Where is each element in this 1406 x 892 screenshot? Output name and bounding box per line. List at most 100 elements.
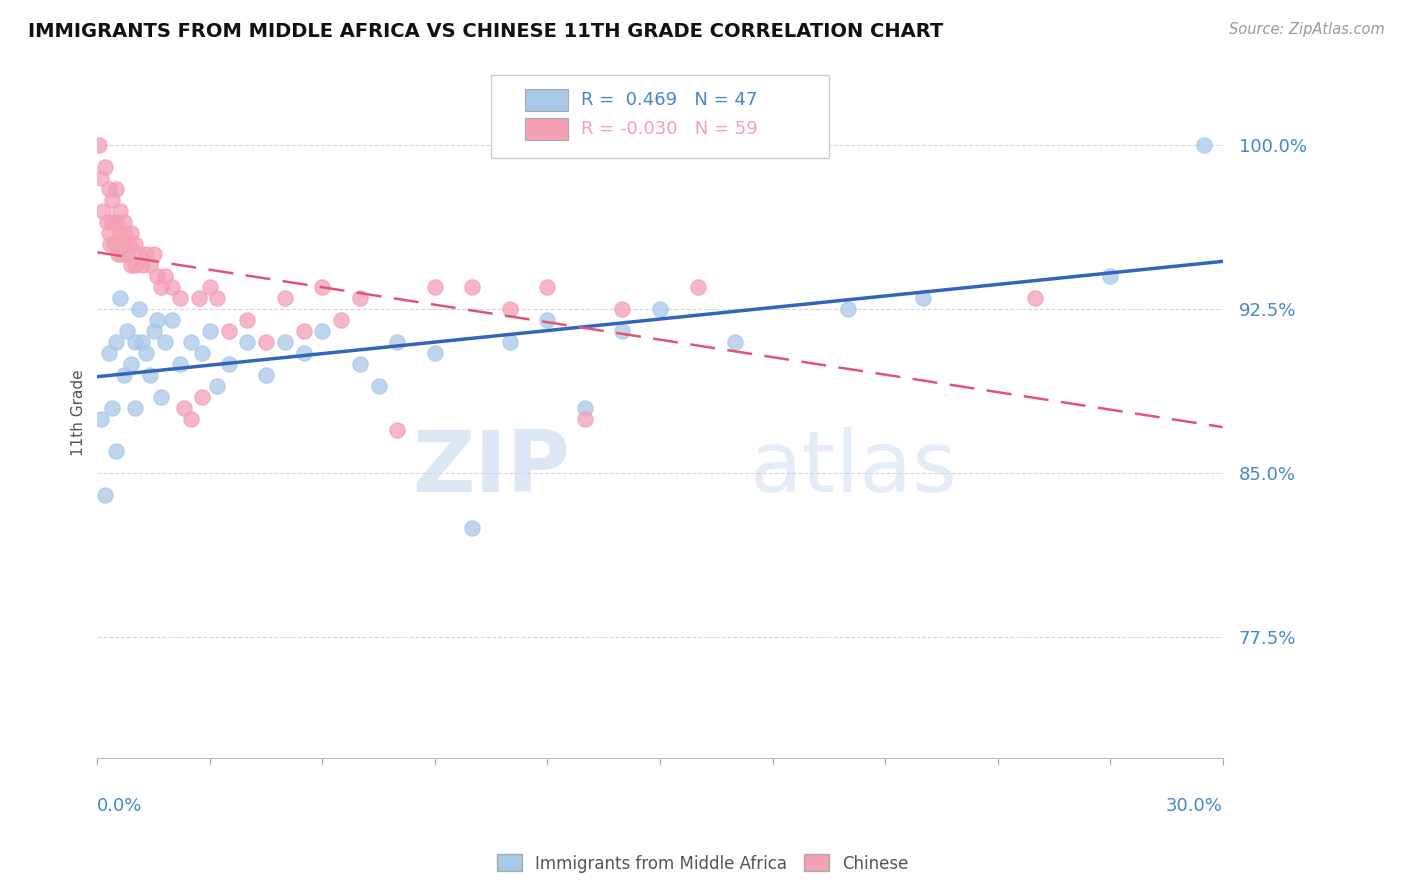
- Point: [118, 236, 141, 251]
- Point: [153, 334, 176, 349]
- Point: [105, 215, 128, 229]
- Point: [103, 236, 125, 251]
- Point: [124, 401, 146, 415]
- Point: [387, 423, 409, 437]
- Point: [162, 280, 184, 294]
- Point: [180, 411, 202, 425]
- Point: [114, 226, 136, 240]
- Point: [173, 401, 195, 415]
- Text: ZIP: ZIP: [412, 426, 569, 509]
- FancyBboxPatch shape: [524, 118, 568, 140]
- Point: [89, 138, 111, 153]
- Point: [499, 334, 522, 349]
- Point: [101, 401, 124, 415]
- Point: [135, 247, 157, 261]
- Point: [274, 334, 297, 349]
- Point: [96, 215, 118, 229]
- Point: [153, 269, 176, 284]
- Text: R = -0.030   N = 59: R = -0.030 N = 59: [581, 120, 758, 138]
- Point: [911, 291, 934, 305]
- FancyBboxPatch shape: [524, 89, 568, 112]
- Point: [236, 313, 259, 327]
- Point: [101, 193, 124, 207]
- Point: [1192, 138, 1215, 153]
- Point: [198, 324, 221, 338]
- Point: [142, 324, 165, 338]
- Point: [423, 346, 446, 360]
- Point: [686, 280, 709, 294]
- Point: [387, 334, 409, 349]
- Point: [131, 334, 153, 349]
- Text: R =  0.469   N = 47: R = 0.469 N = 47: [581, 91, 758, 109]
- Point: [499, 302, 522, 317]
- Point: [117, 247, 139, 261]
- Point: [169, 357, 191, 371]
- Point: [124, 236, 146, 251]
- Y-axis label: 11th Grade: 11th Grade: [72, 370, 86, 457]
- Point: [648, 302, 671, 317]
- Point: [90, 170, 112, 185]
- Point: [91, 203, 114, 218]
- Point: [108, 291, 131, 305]
- Point: [207, 378, 229, 392]
- Point: [162, 313, 184, 327]
- Point: [191, 346, 214, 360]
- Point: [574, 401, 596, 415]
- Point: [97, 226, 120, 240]
- Point: [187, 291, 209, 305]
- Point: [191, 390, 214, 404]
- Text: Source: ZipAtlas.com: Source: ZipAtlas.com: [1229, 22, 1385, 37]
- Point: [311, 280, 333, 294]
- Point: [94, 488, 117, 502]
- Point: [117, 324, 139, 338]
- Point: [139, 368, 162, 382]
- Point: [128, 247, 150, 261]
- Legend: Immigrants from Middle Africa, Chinese: Immigrants from Middle Africa, Chinese: [491, 847, 915, 880]
- Point: [218, 324, 240, 338]
- Point: [311, 324, 333, 338]
- Point: [105, 334, 128, 349]
- Point: [169, 291, 191, 305]
- Text: 30.0%: 30.0%: [1166, 797, 1223, 814]
- Point: [198, 280, 221, 294]
- Point: [107, 247, 129, 261]
- Point: [612, 324, 634, 338]
- Point: [128, 302, 150, 317]
- Point: [120, 226, 142, 240]
- Point: [120, 259, 142, 273]
- Point: [612, 302, 634, 317]
- Point: [105, 182, 128, 196]
- Point: [124, 334, 146, 349]
- Point: [101, 215, 124, 229]
- Point: [90, 411, 112, 425]
- Text: atlas: atlas: [749, 426, 957, 509]
- Point: [150, 390, 173, 404]
- Point: [131, 259, 153, 273]
- Point: [146, 313, 169, 327]
- Point: [94, 160, 117, 174]
- Point: [146, 269, 169, 284]
- Point: [837, 302, 859, 317]
- Point: [124, 259, 146, 273]
- Point: [254, 334, 277, 349]
- Point: [180, 334, 202, 349]
- Point: [1024, 291, 1046, 305]
- Point: [108, 203, 131, 218]
- Point: [139, 259, 162, 273]
- Point: [108, 226, 131, 240]
- Point: [292, 324, 315, 338]
- Point: [150, 280, 173, 294]
- Point: [461, 521, 484, 535]
- Point: [207, 291, 229, 305]
- Point: [111, 247, 134, 261]
- Point: [330, 313, 353, 327]
- Point: [218, 357, 240, 371]
- Point: [536, 313, 558, 327]
- Point: [105, 444, 128, 458]
- Point: [97, 182, 120, 196]
- Point: [292, 346, 315, 360]
- Point: [112, 215, 135, 229]
- FancyBboxPatch shape: [491, 76, 828, 158]
- Point: [274, 291, 297, 305]
- Point: [135, 346, 157, 360]
